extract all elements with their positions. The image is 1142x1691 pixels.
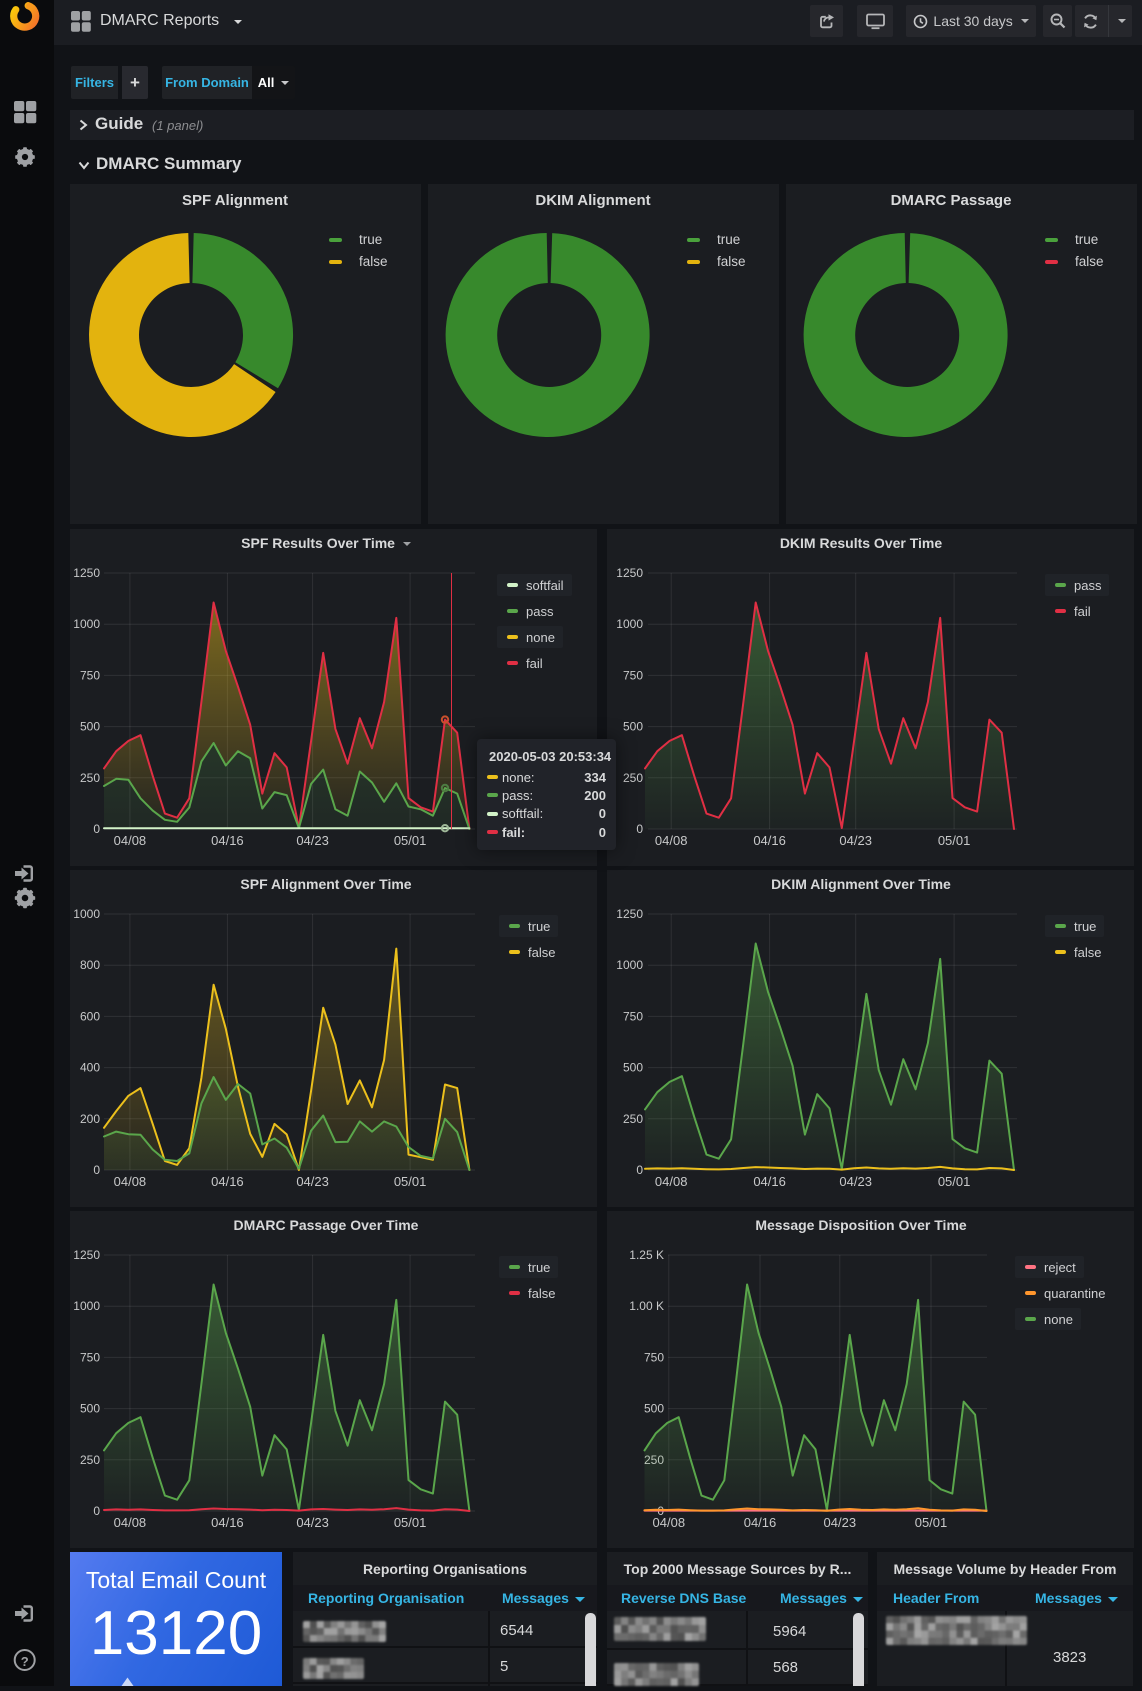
- svg-text:250: 250: [623, 1112, 643, 1126]
- svg-text:04/08: 04/08: [114, 833, 147, 848]
- svg-text:04/08: 04/08: [114, 1515, 147, 1530]
- svg-text:05/01: 05/01: [915, 1515, 948, 1530]
- svg-text:0: 0: [636, 822, 643, 836]
- svg-text:1000: 1000: [616, 958, 643, 972]
- svg-text:04/23: 04/23: [296, 1515, 329, 1530]
- svg-text:750: 750: [80, 1350, 100, 1364]
- svg-text:05/01: 05/01: [938, 1174, 971, 1189]
- svg-text:600: 600: [80, 1009, 100, 1023]
- svg-text:04/23: 04/23: [296, 833, 329, 848]
- svg-text:?: ?: [21, 1654, 29, 1669]
- svg-text:04/16: 04/16: [744, 1515, 777, 1530]
- svg-text:1250: 1250: [73, 566, 100, 580]
- svg-text:04/16: 04/16: [753, 1174, 786, 1189]
- svg-text:800: 800: [80, 958, 100, 972]
- svg-text:0: 0: [636, 1163, 643, 1177]
- svg-text:04/23: 04/23: [824, 1515, 857, 1530]
- svg-text:1000: 1000: [73, 907, 100, 921]
- svg-text:500: 500: [80, 720, 100, 734]
- svg-text:04/08: 04/08: [655, 1174, 688, 1189]
- svg-text:04/08: 04/08: [655, 833, 688, 848]
- svg-text:500: 500: [623, 720, 643, 734]
- svg-text:250: 250: [623, 771, 643, 785]
- svg-text:05/01: 05/01: [394, 833, 427, 848]
- svg-text:400: 400: [80, 1061, 100, 1075]
- svg-text:750: 750: [644, 1350, 664, 1364]
- svg-text:04/16: 04/16: [211, 833, 244, 848]
- svg-text:0: 0: [93, 1504, 100, 1518]
- svg-text:05/01: 05/01: [938, 833, 971, 848]
- svg-text:1000: 1000: [616, 617, 643, 631]
- svg-text:750: 750: [623, 668, 643, 682]
- svg-text:750: 750: [623, 1009, 643, 1023]
- svg-text:1.00 K: 1.00 K: [629, 1299, 664, 1313]
- svg-text:04/16: 04/16: [753, 833, 786, 848]
- svg-text:04/23: 04/23: [839, 1174, 872, 1189]
- svg-text:1.25 K: 1.25 K: [629, 1248, 664, 1262]
- svg-text:500: 500: [644, 1402, 664, 1416]
- svg-text:250: 250: [80, 771, 100, 785]
- svg-text:1250: 1250: [73, 1248, 100, 1262]
- svg-text:04/16: 04/16: [211, 1174, 244, 1189]
- svg-text:04/23: 04/23: [296, 1174, 329, 1189]
- svg-text:1000: 1000: [73, 1299, 100, 1313]
- svg-text:05/01: 05/01: [394, 1174, 427, 1189]
- svg-text:500: 500: [80, 1402, 100, 1416]
- svg-text:04/08: 04/08: [114, 1174, 147, 1189]
- svg-text:1250: 1250: [616, 907, 643, 921]
- svg-text:750: 750: [80, 668, 100, 682]
- svg-text:1000: 1000: [73, 617, 100, 631]
- svg-text:0: 0: [93, 1163, 100, 1177]
- svg-text:05/01: 05/01: [394, 1515, 427, 1530]
- svg-text:04/08: 04/08: [653, 1515, 686, 1530]
- svg-text:250: 250: [80, 1453, 100, 1467]
- svg-text:04/16: 04/16: [211, 1515, 244, 1530]
- svg-text:200: 200: [80, 1112, 100, 1126]
- svg-text:0: 0: [93, 822, 100, 836]
- svg-text:500: 500: [623, 1061, 643, 1075]
- svg-text:04/23: 04/23: [839, 833, 872, 848]
- svg-text:1250: 1250: [616, 566, 643, 580]
